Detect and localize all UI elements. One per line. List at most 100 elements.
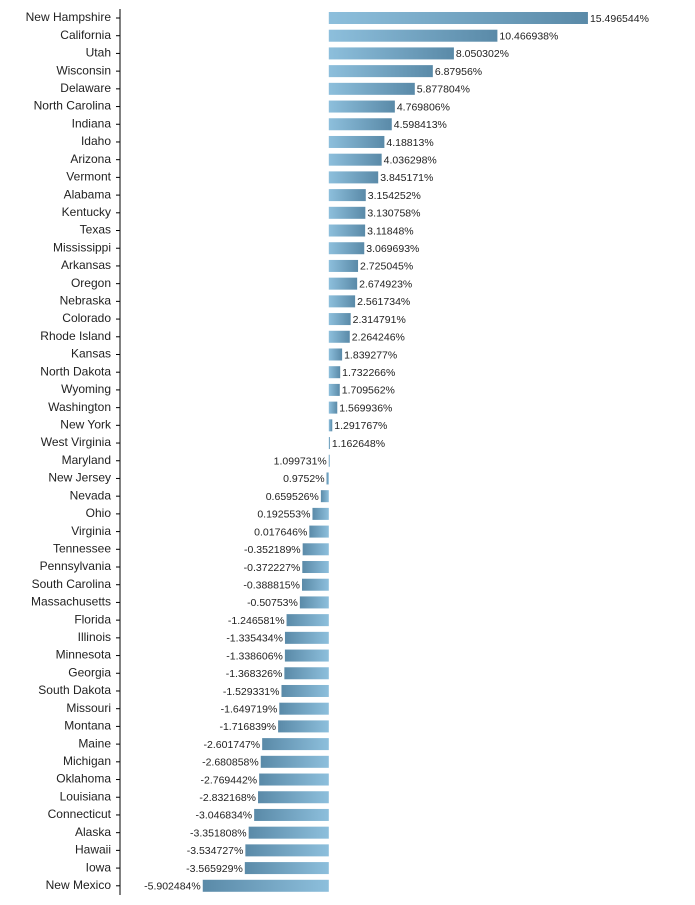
category-label: Delaware [60, 81, 111, 95]
category-label: California [60, 28, 111, 42]
value-label: 6.87956% [435, 66, 482, 78]
category-label: Tennessee [53, 541, 111, 555]
value-label: -3.046834% [196, 810, 253, 822]
bar [328, 242, 365, 255]
bar [328, 383, 340, 396]
bar [281, 684, 329, 697]
category-label: Illinois [78, 630, 111, 644]
category-label: New Mexico [46, 878, 112, 892]
bar [328, 330, 350, 343]
bar [326, 472, 329, 485]
category-label: Connecticut [48, 807, 112, 821]
bar [328, 348, 343, 361]
category-label: New York [60, 418, 112, 432]
bar [284, 649, 329, 662]
bar [312, 507, 329, 520]
value-label: -1.529331% [223, 686, 280, 698]
value-label: -0.372227% [244, 562, 301, 574]
bar [328, 401, 338, 414]
bar [299, 596, 329, 609]
bar [328, 259, 359, 272]
category-label: Utah [86, 46, 111, 60]
category-label: Minnesota [56, 648, 112, 662]
bar [328, 29, 498, 42]
category-label: Virginia [71, 524, 111, 538]
value-label: 15.496544% [590, 13, 649, 25]
bar [328, 206, 366, 219]
value-label: -1.368326% [226, 668, 283, 680]
category-label: Michigan [63, 754, 111, 768]
value-label: 8.050302% [456, 48, 509, 60]
bar [328, 153, 382, 166]
value-label: -0.352189% [244, 544, 301, 556]
bar [328, 454, 330, 467]
category-label: Pennsylvania [40, 559, 112, 573]
value-label: 0.9752% [283, 473, 324, 485]
value-label: 3.11848% [367, 225, 414, 237]
value-label: 1.709562% [342, 385, 395, 397]
bar [328, 224, 366, 237]
value-label: 1.569936% [339, 402, 392, 414]
value-label: -1.246581% [228, 615, 285, 627]
category-label: Missouri [66, 701, 111, 715]
value-label: -3.565929% [186, 863, 243, 875]
category-label: Kentucky [62, 205, 111, 219]
value-label: -5.902484% [144, 881, 201, 893]
category-label: Alabama [64, 187, 112, 201]
bar [284, 667, 329, 680]
category-label: Ohio [86, 506, 112, 520]
bar [328, 65, 433, 78]
category-label: Louisiana [60, 789, 112, 803]
value-label: -3.351808% [190, 827, 247, 839]
value-label: -1.335434% [226, 633, 283, 645]
category-label: Iowa [86, 860, 112, 874]
value-label: 3.130758% [367, 208, 420, 220]
value-label: -2.769442% [201, 774, 258, 786]
bar [328, 419, 333, 432]
value-label: 3.154252% [368, 190, 421, 202]
category-label: New Hampshire [26, 10, 112, 24]
category-label: Texas [80, 223, 111, 237]
bar [328, 100, 395, 113]
bar [302, 543, 329, 556]
value-label: 4.598413% [394, 119, 447, 131]
bar [202, 879, 329, 892]
bar [245, 844, 329, 857]
value-label: -1.338606% [226, 650, 283, 662]
value-label: 10.466938% [499, 30, 558, 42]
value-label: 0.017646% [254, 526, 307, 538]
bar [278, 720, 329, 733]
bar [262, 738, 329, 751]
category-label: New Jersey [48, 471, 111, 485]
category-label: Hawaii [75, 843, 111, 857]
category-label: Massachusetts [31, 595, 111, 609]
category-label: Maryland [62, 453, 111, 467]
value-label: 0.659526% [266, 491, 319, 503]
value-label: -2.832168% [199, 792, 256, 804]
value-label: 1.162648% [332, 438, 385, 450]
bar [328, 82, 415, 95]
category-label: Colorado [62, 311, 111, 325]
value-label: 0.192553% [257, 509, 310, 521]
value-label: -2.680858% [202, 757, 259, 769]
bar [328, 135, 385, 148]
bar [328, 295, 356, 308]
bar [286, 614, 329, 627]
category-label: Indiana [72, 116, 112, 130]
value-label: 2.561734% [357, 296, 410, 308]
bar [302, 561, 329, 574]
category-label: Wyoming [61, 382, 111, 396]
category-label: Oklahoma [56, 772, 111, 786]
value-label: 4.769806% [397, 101, 450, 113]
category-label: Oregon [71, 276, 111, 290]
value-label: 1.291767% [334, 420, 387, 432]
bar [302, 578, 329, 591]
category-label: Montana [64, 719, 111, 733]
category-label: Vermont [66, 170, 111, 184]
bar [328, 277, 358, 290]
category-label: North Dakota [40, 364, 111, 378]
value-label: -3.534727% [187, 845, 244, 857]
bar [248, 826, 329, 839]
value-label: -1.716839% [219, 721, 276, 733]
bar [320, 490, 329, 503]
